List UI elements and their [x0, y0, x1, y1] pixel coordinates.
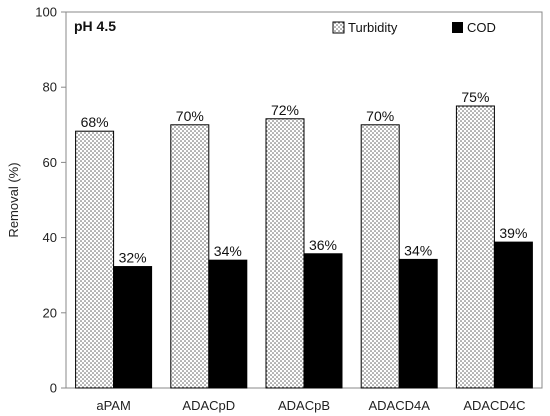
data-label-turbidity-apam: 68% — [81, 114, 109, 130]
x-axis: aPAM ADACpD ADACpB ADACD4A ADACD4C — [96, 398, 525, 413]
data-label-cod-adacpd: 34% — [214, 243, 242, 259]
data-label-cod-apam: 32% — [119, 250, 147, 266]
data-label-cod-adacd4a: 34% — [404, 242, 432, 258]
y-tick-label: 40 — [43, 230, 57, 245]
y-axis: 0 20 40 60 80 100 — [35, 5, 66, 396]
x-tick-label: ADACpD — [182, 398, 235, 413]
legend-swatch-cod — [452, 22, 463, 33]
x-tick-label: aPAM — [96, 398, 130, 413]
bar-turbidity-adacpd — [170, 124, 210, 389]
data-label-turbidity-adacd4a: 70% — [366, 108, 394, 124]
data-label-turbidity-adacpb: 72% — [271, 102, 299, 118]
y-tick-label: 80 — [43, 80, 57, 95]
legend-label-turbidity: Turbidity — [348, 20, 398, 35]
ph-annotation: pH 4.5 — [74, 18, 116, 34]
y-tick-label: 0 — [50, 381, 57, 396]
data-label-cod-adacd4c: 39% — [499, 225, 527, 241]
x-tick-label: ADACD4C — [463, 398, 525, 413]
bar-cod-adacd4c — [493, 241, 533, 389]
bar-turbidity-adacd4c — [455, 105, 495, 389]
bar-turbidity-adacd4a — [360, 124, 400, 389]
bar-turbidity-apam — [75, 130, 115, 389]
data-label-turbidity-adacd4c: 75% — [461, 89, 489, 105]
bar-cod-apam — [113, 266, 153, 389]
bar-turbidity-adacpb — [265, 118, 305, 389]
bars-group — [75, 105, 533, 389]
bar-cod-adacpd — [208, 259, 248, 389]
y-axis-title: Removal (%) — [6, 162, 21, 237]
x-tick-label: ADACD4A — [368, 398, 430, 413]
data-label-cod-adacpb: 36% — [309, 237, 337, 253]
y-tick-label: 60 — [43, 155, 57, 170]
data-labels-group: 68% 32% 70% 34% 72% 36% 70% 34% 75% 39% — [81, 89, 528, 266]
x-tick-label: ADACpB — [278, 398, 330, 413]
y-tick-label: 20 — [43, 305, 57, 320]
bar-cod-adacpb — [303, 253, 343, 389]
y-tick-label: 100 — [35, 5, 57, 20]
legend-swatch-turbidity — [332, 21, 345, 34]
legend-label-cod: COD — [467, 20, 496, 35]
legend: Turbidity COD — [332, 20, 496, 35]
data-label-turbidity-adacpd: 70% — [176, 108, 204, 124]
bar-cod-adacd4a — [398, 258, 438, 389]
